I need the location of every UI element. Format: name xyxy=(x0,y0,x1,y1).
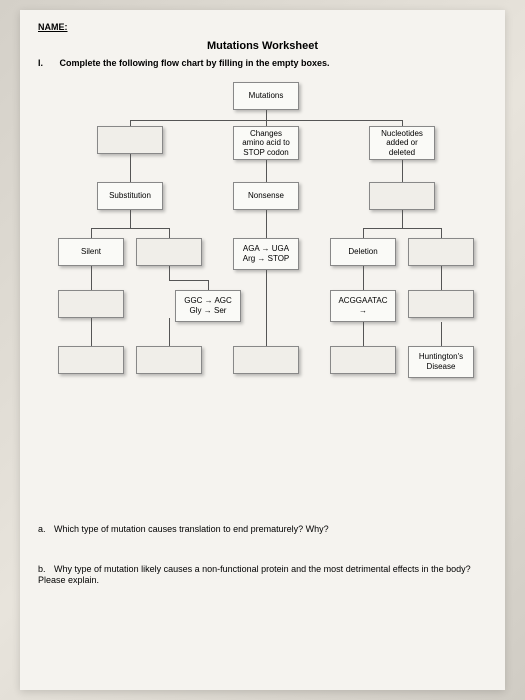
connector-line xyxy=(402,160,403,182)
flowchart-box-aga: AGA → UGAArg → STOP xyxy=(233,238,299,270)
flowchart-box-acg: ACGGAATAC→ xyxy=(330,290,396,322)
connector-line xyxy=(91,228,169,229)
connector-line xyxy=(363,228,364,238)
connector-line xyxy=(169,266,170,280)
worksheet-page: NAME: Mutations Worksheet I. Complete th… xyxy=(20,10,505,690)
instruction: I. Complete the following flow chart by … xyxy=(38,58,487,68)
connector-line xyxy=(91,228,92,238)
connector-line xyxy=(169,228,170,238)
flow-chart: Mutations Changes amino acid to STOP codo… xyxy=(38,74,487,514)
flowchart-box-b_right_t: Nucleotides added or deleted xyxy=(369,126,435,160)
connector-line xyxy=(130,210,131,228)
connector-line xyxy=(402,210,403,228)
connector-line xyxy=(130,120,131,126)
flowchart-box-bot4 xyxy=(330,346,396,374)
connector-line xyxy=(363,228,441,229)
connector-line xyxy=(266,160,267,182)
connector-line xyxy=(169,318,170,346)
flowchart-box-bot1 xyxy=(58,346,124,374)
connector-line xyxy=(402,120,403,126)
question-b: b. Why type of mutation likely causes a … xyxy=(38,564,487,587)
instruction-text: Complete the following flow chart by fil… xyxy=(60,58,330,68)
flowchart-box-b_left_t xyxy=(97,126,163,154)
name-field-label: NAME: xyxy=(38,22,487,32)
connector-line xyxy=(266,120,267,126)
flowchart-box-sblank1 xyxy=(58,290,124,318)
connector-line xyxy=(441,322,442,346)
flowchart-box-root: Mutations xyxy=(233,82,299,110)
connector-line xyxy=(91,266,92,290)
connector-line xyxy=(363,266,364,290)
flowchart-box-hunt: Huntington's Disease xyxy=(408,346,474,378)
connector-line xyxy=(363,322,364,346)
flowchart-box-bot2 xyxy=(136,346,202,374)
questions-section: a. Which type of mutation causes transla… xyxy=(38,524,487,587)
flowchart-box-rblank3 xyxy=(408,290,474,318)
connector-line xyxy=(266,210,267,238)
worksheet-title: Mutations Worksheet xyxy=(38,40,487,52)
connector-line xyxy=(91,318,92,346)
flowchart-box-rblank1 xyxy=(369,182,435,210)
question-b-label: b. xyxy=(38,564,46,574)
connector-line xyxy=(169,280,208,281)
flowchart-box-ggc: GGC → AGCGly → Ser xyxy=(175,290,241,322)
flowchart-box-rblank2 xyxy=(408,238,474,266)
connector-line xyxy=(441,266,442,290)
flowchart-box-lblank1 xyxy=(136,238,202,266)
flowchart-box-nonsense: Nonsense xyxy=(233,182,299,210)
question-a-label: a. xyxy=(38,524,46,534)
connector-line xyxy=(266,270,267,346)
connector-line xyxy=(208,280,209,290)
flowchart-box-b_mid_t: Changes amino acid to STOP codon xyxy=(233,126,299,160)
flowchart-box-bot3 xyxy=(233,346,299,374)
flowchart-box-silent: Silent xyxy=(58,238,124,266)
flowchart-box-deletion: Deletion xyxy=(330,238,396,266)
connector-line xyxy=(130,154,131,182)
instruction-number: I. xyxy=(38,58,43,68)
question-b-text: Why type of mutation likely causes a non… xyxy=(38,564,471,586)
question-a-text: Which type of mutation causes translatio… xyxy=(54,524,329,534)
connector-line xyxy=(441,228,442,238)
flowchart-box-sub: Substitution xyxy=(97,182,163,210)
question-a: a. Which type of mutation causes transla… xyxy=(38,524,487,536)
